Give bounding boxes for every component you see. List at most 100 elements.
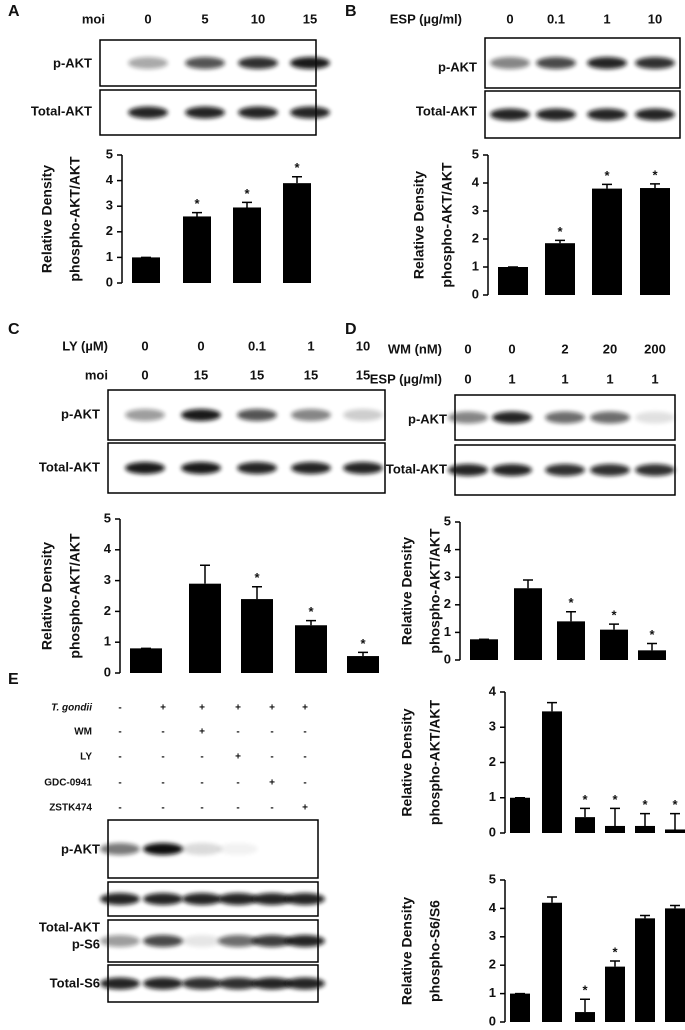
condition-value: - — [270, 727, 273, 738]
y-tick-label: 4 — [489, 683, 497, 698]
blot-band — [143, 843, 183, 855]
error-bar — [252, 586, 262, 600]
condition-value: - — [161, 727, 164, 738]
error-bar — [610, 960, 620, 967]
y-tick-label: 1 — [104, 634, 111, 649]
error-bar — [292, 176, 302, 184]
condition-value: 200 — [644, 341, 666, 356]
bar — [510, 993, 530, 1022]
y-tick-label: 0 — [472, 286, 479, 301]
bar — [510, 797, 530, 833]
error-bar — [547, 896, 557, 903]
blot-band — [291, 462, 331, 474]
blot-band — [128, 106, 168, 119]
blot-band — [448, 464, 488, 476]
blot-band — [218, 935, 258, 947]
y-tick-label: 3 — [104, 572, 111, 587]
bar — [542, 902, 562, 1022]
blot-band — [291, 409, 331, 421]
y-axis-label: Relative Density — [399, 897, 415, 1005]
condition-value: 2 — [561, 341, 568, 356]
y-axis-label: phospho-AKT/AKT — [427, 528, 443, 654]
bar — [132, 257, 160, 283]
bar — [640, 188, 670, 295]
error-bar — [602, 183, 612, 189]
blot-band — [590, 464, 630, 476]
y-tick-label: 4 — [472, 174, 480, 189]
significance-star: * — [649, 627, 655, 642]
band-label: p-AKT — [438, 59, 477, 74]
significance-star: * — [360, 636, 366, 651]
bar — [665, 908, 685, 1022]
condition-value: 1 — [561, 371, 568, 386]
significance-star: * — [582, 792, 588, 807]
condition-value: 1 — [651, 371, 658, 386]
y-tick-label: 2 — [444, 596, 451, 611]
blot-band — [285, 935, 325, 947]
error-bar — [580, 998, 590, 1013]
y-axis-label: phospho-AKT/AKT — [427, 699, 443, 825]
blot-band — [238, 106, 278, 119]
significance-star: * — [642, 797, 648, 812]
blot-band — [343, 462, 383, 474]
band-label: Total-AKT — [31, 103, 92, 118]
bar — [545, 243, 575, 295]
blot-band — [100, 935, 140, 947]
condition-label: LY — [80, 752, 92, 763]
error-bar — [200, 564, 210, 584]
error-bar — [580, 807, 590, 818]
condition-value: + — [199, 727, 205, 738]
condition-value: - — [270, 752, 273, 763]
blot-band — [125, 462, 165, 474]
condition-value: 5 — [201, 11, 208, 26]
bar — [470, 639, 498, 660]
y-axis-label: Relative Density — [39, 542, 55, 650]
error-bar — [647, 642, 657, 651]
error-bar — [610, 807, 620, 826]
condition-value: 1 — [603, 11, 610, 26]
condition-value: 0 — [506, 11, 513, 26]
bar — [575, 1012, 595, 1022]
condition-value: 0 — [144, 11, 151, 26]
blot-band — [545, 411, 585, 424]
condition-value: - — [200, 778, 203, 789]
error-bar — [192, 211, 202, 217]
condition-value: + — [302, 703, 308, 714]
band-label: Total-AKT — [39, 919, 100, 934]
y-tick-label: 0 — [489, 1013, 496, 1028]
blot-band — [587, 57, 627, 69]
condition-value: + — [199, 703, 205, 714]
bar — [295, 625, 327, 673]
condition-value: 15 — [304, 367, 318, 382]
y-axis-label: Relative Density — [411, 171, 427, 279]
panel-label: D — [345, 321, 357, 338]
blot-band — [448, 411, 488, 424]
condition-value: - — [118, 703, 121, 714]
y-tick-label: 1 — [489, 985, 496, 1000]
y-tick-label: 3 — [489, 719, 496, 734]
condition-label: T. gondii — [51, 703, 92, 714]
blot-band — [143, 935, 183, 947]
blot-band — [143, 977, 183, 990]
y-axis-label: Relative Density — [399, 708, 415, 816]
condition-value: 0 — [141, 367, 148, 382]
y-axis-label: phospho-AKT/AKT — [67, 156, 83, 282]
y-tick-label: 2 — [104, 603, 111, 618]
significance-star: * — [672, 797, 678, 812]
condition-value: + — [235, 703, 241, 714]
blot-band — [218, 977, 258, 990]
condition-label: moi — [82, 11, 105, 26]
condition-value: - — [118, 727, 121, 738]
condition-value: - — [161, 803, 164, 814]
blot-band — [237, 409, 277, 421]
error-bar — [640, 812, 650, 826]
blot-band — [185, 57, 225, 69]
bar — [605, 825, 625, 833]
blot-band — [218, 893, 258, 905]
y-tick-label: 5 — [472, 146, 479, 161]
condition-value: 15 — [356, 367, 370, 382]
condition-value: + — [269, 703, 275, 714]
bar — [498, 267, 528, 295]
condition-value: 15 — [250, 367, 264, 382]
